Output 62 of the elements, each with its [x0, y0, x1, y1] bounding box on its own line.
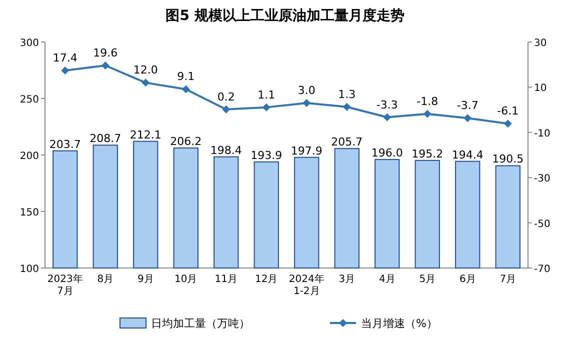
x-tick-label: 7月 [500, 274, 516, 285]
data-label: 198.4 [210, 144, 242, 157]
x-tick-label: 5月 [419, 274, 436, 285]
x-tick-label: 10月 [174, 274, 198, 285]
x-tick-label: 4月 [378, 274, 396, 285]
chart-title: 图5 规模以上工业原油加工量月度走势 [166, 7, 404, 24]
y2-tick-label: -50 [534, 218, 550, 230]
data-label: -3.7 [456, 99, 478, 112]
x-tick-label: 2024年 1-2月 [288, 273, 324, 297]
data-label: 203.7 [49, 138, 81, 151]
point [61, 66, 70, 74]
point [383, 113, 392, 122]
y2-tick-label: 10 [534, 83, 547, 94]
data-label: -1.8 [416, 94, 438, 108]
y-tick-label: 300 [20, 38, 39, 49]
data-label: 17.4 [52, 51, 78, 64]
data-label: 196.0 [371, 146, 403, 160]
data-label: 3.0 [298, 84, 316, 98]
point [222, 105, 230, 114]
data-label: 1.1 [258, 88, 276, 102]
y-tick-label: 250 [20, 94, 39, 106]
data-label: 193.9 [250, 148, 282, 162]
x-tick-label: 12月 [255, 274, 278, 285]
y-tick-label: 200 [20, 151, 39, 162]
legend-label: 日均加工量（万吨） [151, 317, 250, 330]
point [101, 62, 110, 70]
point [182, 85, 190, 94]
point [504, 120, 512, 128]
data-label: 190.5 [492, 152, 524, 166]
data-label: 205.7 [331, 136, 363, 149]
data-label: 12.0 [133, 64, 158, 77]
data-label: 206.2 [170, 134, 202, 148]
x-tick-label: 8月 [97, 274, 114, 285]
x-tick-label: 6月 [459, 274, 476, 285]
data-label: 1.3 [338, 88, 356, 101]
data-label: 197.9 [290, 144, 322, 158]
y2-tick-label: -70 [534, 264, 550, 275]
y-tick-label: 150 [20, 208, 39, 218]
data-label: 19.6 [93, 46, 118, 60]
data-label: 9.1 [177, 70, 195, 84]
y2-tick-label: 30 [534, 38, 547, 49]
y2-tick-label: -30 [534, 174, 550, 185]
point [464, 114, 472, 122]
data-label: 194.4 [452, 148, 484, 162]
y2-tick-label: -10 [534, 128, 550, 140]
x-tick-label: 9月 [137, 274, 154, 285]
x-tick-label: 3月 [338, 274, 356, 285]
point [142, 78, 150, 87]
data-label: -3.3 [376, 98, 398, 112]
x-tick-label: 11月 [214, 274, 238, 285]
data-label: -6.1 [497, 104, 519, 118]
data-label: 195.2 [412, 147, 444, 160]
point [302, 99, 311, 108]
data-label: 0.2 [217, 90, 235, 104]
legend-label: 当月增速（%） [361, 317, 438, 330]
data-label: 208.7 [90, 132, 122, 146]
point [423, 110, 432, 118]
point [262, 103, 270, 112]
data-label: 212.1 [130, 128, 162, 142]
point [342, 102, 351, 111]
x-tick-label: 2023年 7月 [47, 273, 83, 297]
y-tick-label: 100 [20, 264, 39, 275]
